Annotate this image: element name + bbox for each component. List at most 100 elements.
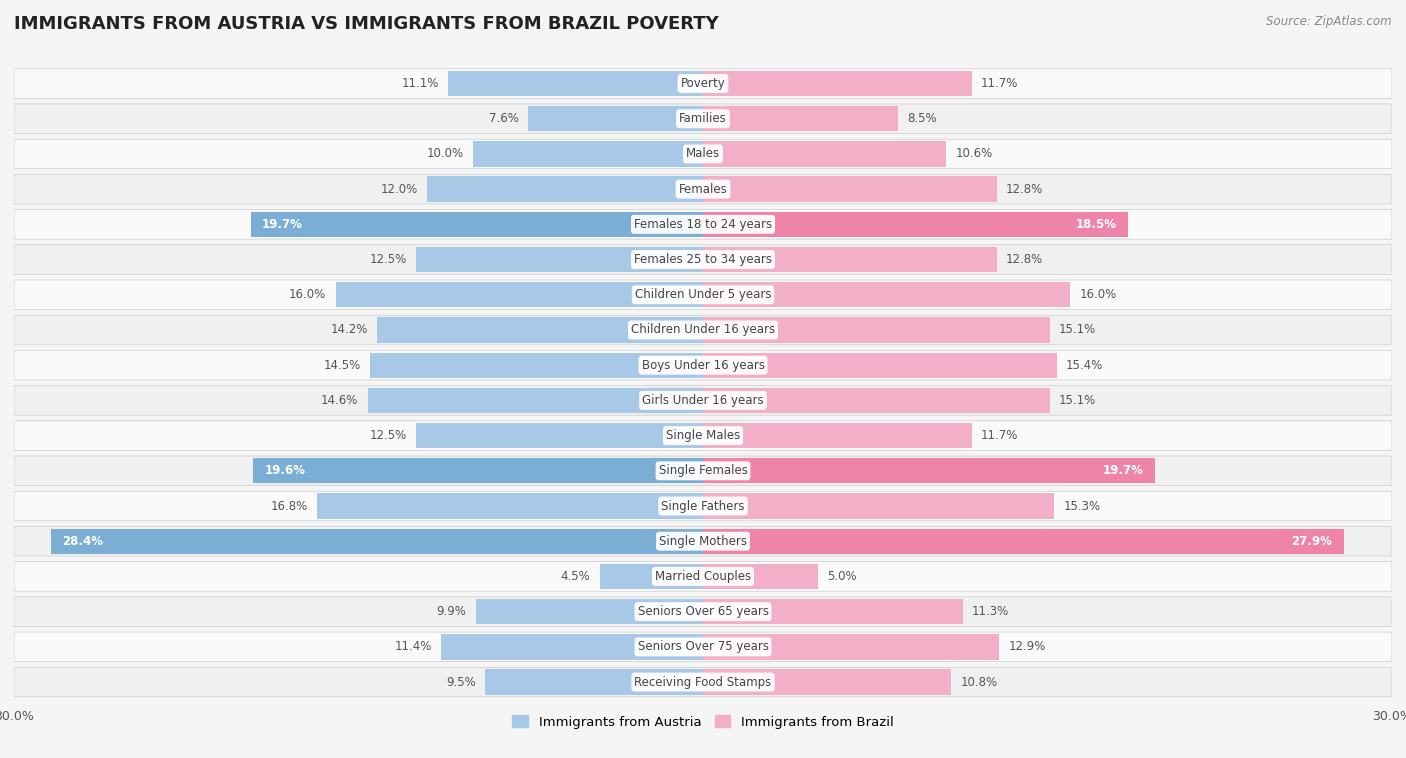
Bar <box>703 141 946 167</box>
Bar <box>475 599 703 625</box>
Text: Boys Under 16 years: Boys Under 16 years <box>641 359 765 371</box>
Text: 12.8%: 12.8% <box>1007 253 1043 266</box>
Bar <box>703 352 1057 377</box>
Text: 16.8%: 16.8% <box>271 500 308 512</box>
Text: 10.0%: 10.0% <box>427 148 464 161</box>
Text: Females: Females <box>679 183 727 196</box>
Text: 9.5%: 9.5% <box>446 675 475 688</box>
Bar <box>336 282 703 308</box>
FancyBboxPatch shape <box>14 421 1392 450</box>
Bar <box>485 669 703 695</box>
Text: 11.1%: 11.1% <box>402 77 439 90</box>
Bar <box>703 177 997 202</box>
Bar <box>599 564 703 589</box>
Text: 15.1%: 15.1% <box>1059 324 1097 337</box>
Bar <box>51 528 703 554</box>
Text: Married Couples: Married Couples <box>655 570 751 583</box>
Text: 15.3%: 15.3% <box>1063 500 1101 512</box>
Bar <box>416 423 703 448</box>
FancyBboxPatch shape <box>14 174 1392 204</box>
Text: 15.1%: 15.1% <box>1059 394 1097 407</box>
Bar <box>377 318 703 343</box>
FancyBboxPatch shape <box>14 386 1392 415</box>
Text: 10.6%: 10.6% <box>956 148 993 161</box>
Text: Poverty: Poverty <box>681 77 725 90</box>
Bar <box>416 247 703 272</box>
FancyBboxPatch shape <box>14 456 1392 486</box>
Text: 14.5%: 14.5% <box>323 359 361 371</box>
Text: Girls Under 16 years: Girls Under 16 years <box>643 394 763 407</box>
Bar <box>703 493 1054 518</box>
FancyBboxPatch shape <box>14 597 1392 626</box>
Text: 16.0%: 16.0% <box>1080 288 1116 301</box>
Bar <box>441 634 703 659</box>
Bar <box>703 282 1070 308</box>
Text: 14.2%: 14.2% <box>330 324 368 337</box>
Text: Single Mothers: Single Mothers <box>659 534 747 548</box>
Text: Females 18 to 24 years: Females 18 to 24 years <box>634 218 772 231</box>
FancyBboxPatch shape <box>14 632 1392 662</box>
FancyBboxPatch shape <box>14 527 1392 556</box>
FancyBboxPatch shape <box>14 315 1392 345</box>
Bar <box>703 634 1000 659</box>
Text: 8.5%: 8.5% <box>907 112 936 125</box>
Text: 10.8%: 10.8% <box>960 675 997 688</box>
Bar <box>703 318 1050 343</box>
Bar <box>703 599 963 625</box>
FancyBboxPatch shape <box>14 209 1392 239</box>
Text: 9.9%: 9.9% <box>437 605 467 618</box>
FancyBboxPatch shape <box>14 491 1392 521</box>
Bar <box>370 352 703 377</box>
Text: IMMIGRANTS FROM AUSTRIA VS IMMIGRANTS FROM BRAZIL POVERTY: IMMIGRANTS FROM AUSTRIA VS IMMIGRANTS FR… <box>14 15 718 33</box>
Text: 15.4%: 15.4% <box>1066 359 1104 371</box>
Text: 12.5%: 12.5% <box>370 429 406 442</box>
Text: 19.7%: 19.7% <box>1104 465 1144 478</box>
Text: Males: Males <box>686 148 720 161</box>
Text: 12.8%: 12.8% <box>1007 183 1043 196</box>
Text: 12.5%: 12.5% <box>370 253 406 266</box>
Text: 11.7%: 11.7% <box>981 429 1018 442</box>
Text: 7.6%: 7.6% <box>489 112 519 125</box>
FancyBboxPatch shape <box>14 562 1392 591</box>
Bar <box>427 177 703 202</box>
Text: 27.9%: 27.9% <box>1291 534 1333 548</box>
Bar <box>703 388 1050 413</box>
FancyBboxPatch shape <box>14 139 1392 169</box>
Bar <box>250 211 703 237</box>
Text: Families: Families <box>679 112 727 125</box>
Bar <box>703 564 818 589</box>
Text: Seniors Over 65 years: Seniors Over 65 years <box>637 605 769 618</box>
FancyBboxPatch shape <box>14 245 1392 274</box>
Text: Children Under 16 years: Children Under 16 years <box>631 324 775 337</box>
FancyBboxPatch shape <box>14 69 1392 99</box>
Bar <box>703 106 898 131</box>
Bar <box>703 423 972 448</box>
Bar <box>703 247 997 272</box>
Bar <box>703 669 950 695</box>
Text: 19.6%: 19.6% <box>264 465 305 478</box>
Bar <box>474 141 703 167</box>
FancyBboxPatch shape <box>14 350 1392 380</box>
Text: Single Females: Single Females <box>658 465 748 478</box>
Text: 4.5%: 4.5% <box>561 570 591 583</box>
Text: Seniors Over 75 years: Seniors Over 75 years <box>637 641 769 653</box>
Text: 11.7%: 11.7% <box>981 77 1018 90</box>
Text: 5.0%: 5.0% <box>827 570 856 583</box>
FancyBboxPatch shape <box>14 667 1392 697</box>
Text: Single Fathers: Single Fathers <box>661 500 745 512</box>
Bar <box>703 528 1344 554</box>
Text: Source: ZipAtlas.com: Source: ZipAtlas.com <box>1267 15 1392 28</box>
Text: 12.0%: 12.0% <box>381 183 418 196</box>
Text: Single Males: Single Males <box>666 429 740 442</box>
Text: Females 25 to 34 years: Females 25 to 34 years <box>634 253 772 266</box>
Text: 12.9%: 12.9% <box>1008 641 1046 653</box>
Bar <box>368 388 703 413</box>
Text: 16.0%: 16.0% <box>290 288 326 301</box>
Legend: Immigrants from Austria, Immigrants from Brazil: Immigrants from Austria, Immigrants from… <box>508 709 898 734</box>
Text: 18.5%: 18.5% <box>1076 218 1116 231</box>
Text: 11.4%: 11.4% <box>395 641 432 653</box>
Bar <box>703 70 972 96</box>
Bar <box>703 458 1156 484</box>
Text: 14.6%: 14.6% <box>321 394 359 407</box>
FancyBboxPatch shape <box>14 280 1392 309</box>
